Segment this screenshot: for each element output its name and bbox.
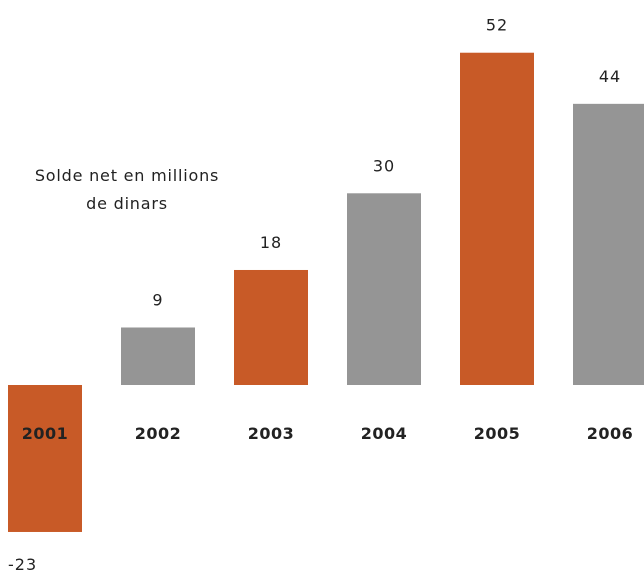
value-label-2004: 30 [373,156,395,175]
bar-2005 [460,52,534,385]
bar-2006 [573,103,644,385]
bar-2002 [121,327,195,385]
value-label-2006: 44 [599,67,621,86]
category-label-2003: 2003 [248,424,295,443]
category-label-2005: 2005 [474,424,521,443]
value-label-2002: 9 [152,290,163,309]
value-label-2003: 18 [260,233,282,252]
category-label-2002: 2002 [135,424,182,443]
annotation-line-1: Solde net en millions [35,166,219,185]
bar-2003 [234,269,308,385]
value-label-2001: -23 [8,555,37,574]
category-labels-group: 2001 2002 2003 2004 2005 2006 [22,424,634,443]
bars-group [8,52,644,532]
category-label-2006: 2006 [587,424,634,443]
value-labels-group: -23 9 18 30 52 44 [8,16,621,574]
bar-2004 [347,193,421,385]
value-label-2005: 52 [486,16,508,35]
category-label-2001: 2001 [22,424,69,443]
annotation-line-2: de dinars [86,194,168,213]
category-label-2004: 2004 [361,424,408,443]
bar-2001 [8,385,82,532]
